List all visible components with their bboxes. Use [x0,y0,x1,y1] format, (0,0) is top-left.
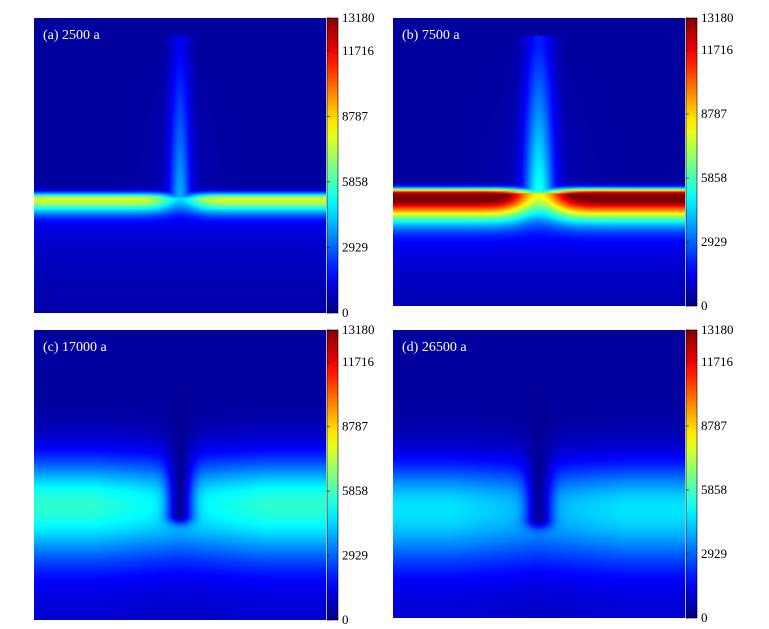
panel-label: (c) 17000 a [43,340,108,355]
heatmap-field [34,330,326,620]
heatmap-field [393,18,685,306]
colorbar-tick-label: 11716 [342,354,375,369]
colorbar-tick-label: 8787 [701,106,728,121]
colorbar-tick-label: 13180 [342,322,375,337]
colorbar-tick-label: 11716 [701,42,734,57]
colorbar-tick-label: 2929 [701,546,727,561]
colorbar-tick-label: 2929 [342,239,368,254]
colorbar-tick-label: 8787 [342,419,369,434]
colorbar-tick-label: 0 [701,610,708,625]
colorbar-tick-label: 5858 [701,482,727,497]
colorbar-tick-label: 8787 [701,418,728,433]
colorbar [326,329,339,621]
panel-label: (b) 7500 a [402,28,460,43]
colorbar-tick-label: 2929 [342,548,368,563]
heatmap-field [393,330,685,618]
colorbar-tick-label: 0 [701,298,708,313]
colorbar-tick-label: 11716 [701,354,734,369]
colorbar-tick-label: 13180 [701,10,734,25]
colorbar-tick-label: 13180 [701,322,734,337]
colorbar-tick-label: 11716 [342,43,375,58]
heatmap-field [34,18,326,313]
panel-label: (d) 26500 a [402,340,467,355]
colorbar [326,17,339,314]
colorbar-tick-label: 13180 [342,10,375,25]
colorbar-tick-label: 2929 [701,234,727,249]
colorbar-tick-label: 0 [342,612,349,627]
colorbar-tick-label: 5858 [342,174,368,189]
colorbar-tick-label: 0 [342,305,349,320]
colorbar [685,17,698,307]
colorbar-tick-label: 8787 [342,108,369,123]
colorbar-tick-label: 5858 [342,483,368,498]
panel-label: (a) 2500 a [43,28,101,43]
colorbar-tick-label: 5858 [701,170,727,185]
colorbar [685,329,698,619]
